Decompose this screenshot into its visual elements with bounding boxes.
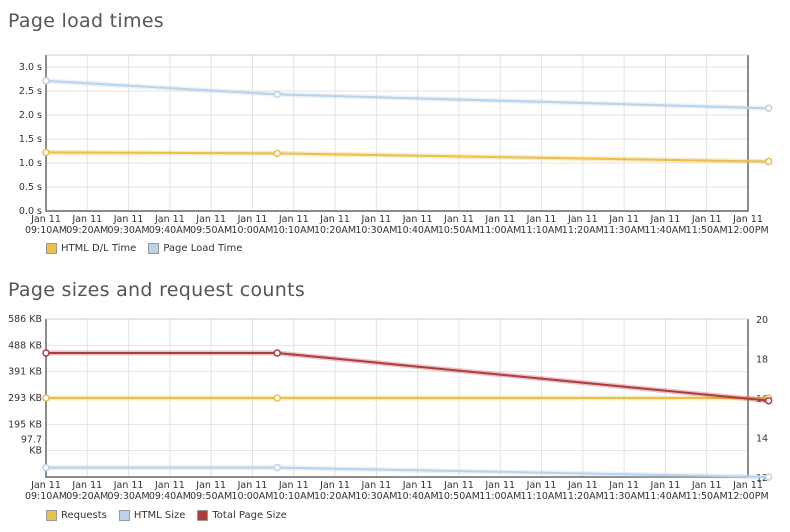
x-tick-label: Jan 11 10:00AM bbox=[231, 214, 273, 236]
y-right-tick-label: 12 bbox=[756, 473, 768, 484]
x-tick-label: Jan 11 11:10AM bbox=[520, 214, 562, 236]
y-tick-label: 3.0 s bbox=[19, 62, 42, 73]
x-tick-label: Jan 11 11:50AM bbox=[686, 214, 728, 236]
legend-label: Page Load Time bbox=[163, 243, 243, 254]
x-tick-label: Jan 11 10:30AM bbox=[355, 214, 397, 236]
x-tick-label: Jan 11 11:00AM bbox=[479, 214, 521, 236]
legend-swatch bbox=[118, 510, 130, 521]
y-right-tick-label: 18 bbox=[756, 355, 768, 366]
x-tick-label: Jan 11 09:40AM bbox=[149, 480, 191, 502]
x-tick-label: Jan 11 10:20AM bbox=[314, 214, 356, 236]
x-tick-label: Jan 11 11:20AM bbox=[562, 214, 604, 236]
legend-item-page-load-time[interactable]: Page Load Time bbox=[148, 243, 242, 254]
x-tick-label: Jan 11 10:40AM bbox=[397, 480, 439, 502]
data-point-html-d-l-time[interactable] bbox=[273, 149, 281, 158]
x-tick-label: Jan 11 10:50AM bbox=[438, 480, 480, 502]
y-tick-label: 1.5 s bbox=[19, 134, 42, 145]
y-tick-label: 0.0 s bbox=[19, 206, 42, 217]
data-point-html-size[interactable] bbox=[764, 473, 773, 481]
x-tick-label: Jan 11 11:30AM bbox=[603, 214, 645, 236]
y-tick-label: 97.7 KB bbox=[21, 435, 42, 457]
x-tick-label: Jan 11 11:00AM bbox=[479, 480, 521, 502]
chart-title-load-times: Page load times bbox=[8, 10, 165, 32]
legend-swatch bbox=[46, 510, 57, 521]
y-tick-label: 1.0 s bbox=[19, 158, 42, 169]
x-tick-label: Jan 11 09:10AM bbox=[25, 480, 67, 502]
y-tick-label: 2.5 s bbox=[19, 86, 42, 97]
data-point-page-load-time[interactable] bbox=[273, 90, 281, 99]
x-tick-label: Jan 11 10:50AM bbox=[438, 214, 480, 236]
x-tick-label: Jan 11 09:20AM bbox=[66, 214, 108, 236]
y-tick-label: 0.5 s bbox=[19, 182, 42, 193]
data-point-total-page-size[interactable] bbox=[273, 349, 281, 357]
load-times-legend: HTML D/L Time Page Load Time bbox=[46, 243, 242, 254]
x-tick-label: Jan 11 12:00PM bbox=[727, 214, 768, 236]
y-right-tick-label: 14 bbox=[756, 434, 768, 445]
legend-label: Requests bbox=[61, 510, 107, 521]
data-point-page-load-time[interactable] bbox=[764, 104, 773, 113]
data-point-html-size[interactable] bbox=[273, 463, 281, 472]
legend-item-total-page-size[interactable]: Total Page Size bbox=[197, 510, 287, 521]
data-point-html-d-l-time[interactable] bbox=[764, 157, 773, 166]
x-tick-label: Jan 11 12:00PM bbox=[727, 480, 768, 502]
axis-frame bbox=[45, 55, 749, 212]
x-tick-label: Jan 11 10:30AM bbox=[355, 480, 397, 502]
x-tick-label: Jan 11 09:30AM bbox=[108, 480, 150, 502]
x-tick-label: Jan 11 11:40AM bbox=[644, 214, 686, 236]
y-tick-label: 195 KB bbox=[8, 419, 42, 430]
x-tick-label: Jan 11 10:00AM bbox=[231, 480, 273, 502]
x-tick-label: Jan 11 09:30AM bbox=[108, 214, 150, 236]
legend-label: HTML D/L Time bbox=[61, 243, 137, 254]
page-sizes-legend: Requests HTML Size Total Page Size bbox=[46, 510, 287, 521]
x-tick-label: Jan 11 11:10AM bbox=[520, 480, 562, 502]
legend-swatch bbox=[46, 243, 57, 254]
y-right-tick-label: 20 bbox=[756, 315, 768, 326]
x-tick-label: Jan 11 09:10AM bbox=[25, 214, 67, 236]
x-tick-label: Jan 11 11:40AM bbox=[644, 480, 686, 502]
y-tick-label: 293 KB bbox=[8, 393, 42, 404]
data-point-page-load-time[interactable] bbox=[42, 77, 50, 85]
legend-swatch bbox=[148, 243, 160, 254]
legend-item-html-size[interactable]: HTML Size bbox=[118, 510, 186, 521]
legend-swatch bbox=[197, 510, 209, 521]
data-point-html-size[interactable] bbox=[42, 463, 50, 472]
legend-label: HTML Size bbox=[133, 510, 186, 521]
y-tick-label: 2.0 s bbox=[19, 110, 42, 121]
x-tick-label: Jan 11 09:40AM bbox=[149, 214, 191, 236]
x-tick-label: Jan 11 10:10AM bbox=[273, 214, 315, 236]
x-tick-label: Jan 11 11:30AM bbox=[603, 480, 645, 502]
data-point-html-d-l-time[interactable] bbox=[42, 148, 50, 157]
x-tick-label: Jan 11 10:40AM bbox=[397, 214, 439, 236]
y-tick-label: 488 KB bbox=[8, 340, 42, 351]
x-tick-label: Jan 11 09:50AM bbox=[190, 214, 232, 236]
y-tick-label: 586 KB bbox=[8, 314, 42, 325]
legend-item-requests[interactable]: Requests bbox=[46, 510, 107, 521]
x-tick-label: Jan 11 09:20AM bbox=[66, 480, 108, 502]
x-tick-label: Jan 11 10:20AM bbox=[314, 480, 356, 502]
y-tick-label: 391 KB bbox=[8, 367, 42, 378]
data-point-total-page-size[interactable] bbox=[42, 349, 50, 357]
data-point-requests[interactable] bbox=[42, 394, 50, 402]
data-point-requests[interactable] bbox=[273, 394, 281, 402]
chart-title-page-sizes: Page sizes and request counts bbox=[8, 279, 306, 301]
legend-item-html-d-l-time[interactable]: HTML D/L Time bbox=[46, 243, 136, 254]
x-tick-label: Jan 11 09:50AM bbox=[190, 480, 232, 502]
x-tick-label: Jan 11 11:50AM bbox=[686, 480, 728, 502]
x-tick-label: Jan 11 11:20AM bbox=[562, 480, 604, 502]
plot-area bbox=[46, 55, 748, 211]
legend-label: Total Page Size bbox=[212, 510, 287, 521]
data-point-total-page-size[interactable] bbox=[764, 396, 773, 405]
x-tick-label: Jan 11 10:10AM bbox=[273, 480, 315, 502]
